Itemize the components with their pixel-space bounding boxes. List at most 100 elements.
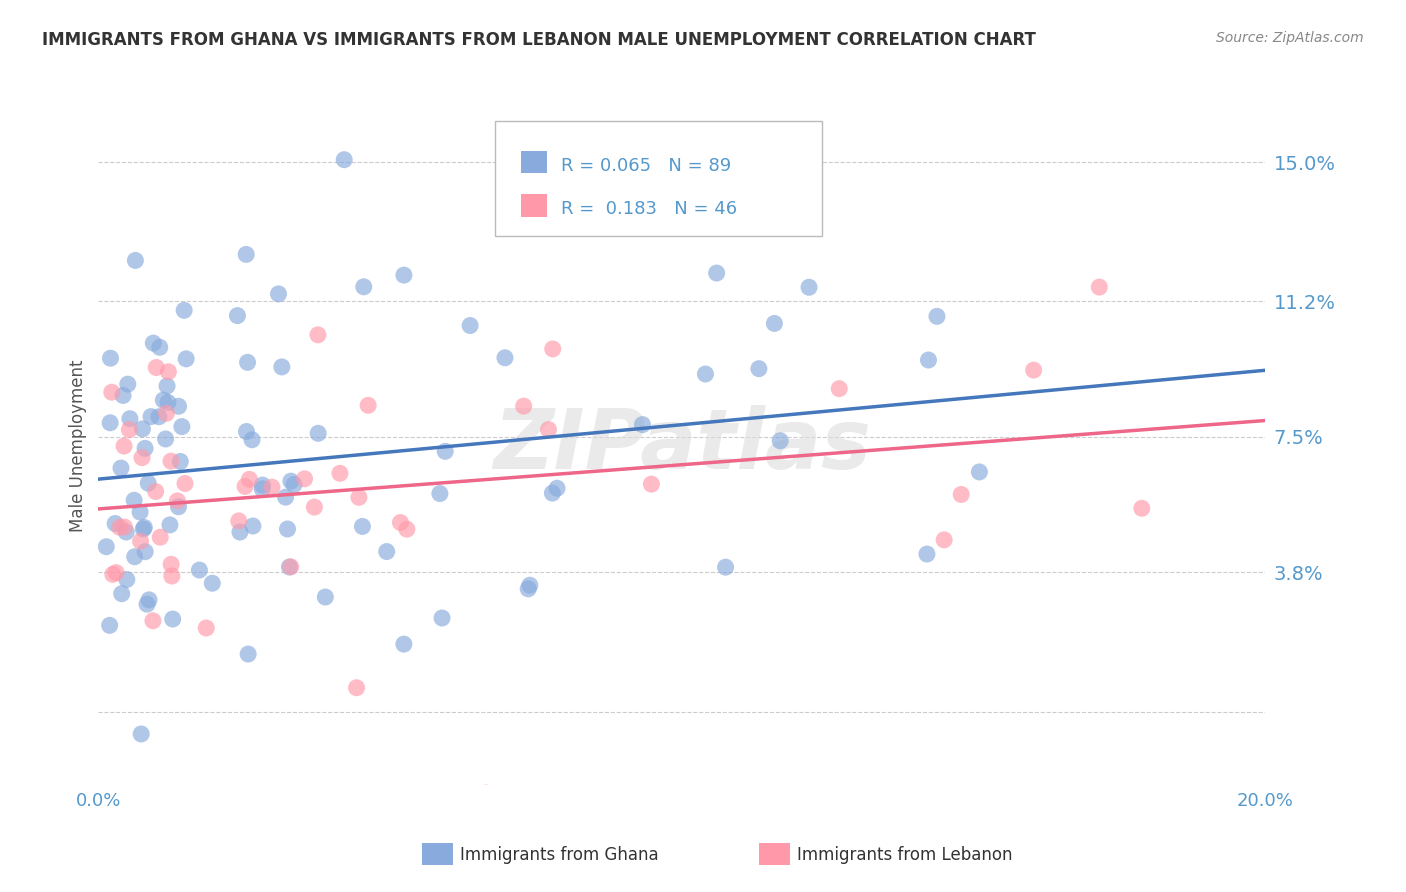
FancyBboxPatch shape [520, 194, 547, 217]
Point [280, 559, 302, 574]
Point [98, 618, 121, 632]
Point [706, 266, 728, 280]
Point [640, 477, 662, 491]
Point [139, 409, 162, 424]
Point [136, 597, 159, 611]
Point [304, 500, 326, 514]
Point [112, 439, 135, 453]
Point [307, 426, 329, 441]
Point [157, 365, 180, 379]
Point [238, 472, 260, 486]
Point [430, 611, 453, 625]
Point [240, 433, 263, 447]
Point [136, 476, 159, 491]
Point [915, 547, 938, 561]
Point [347, 491, 370, 505]
Point [169, 454, 191, 468]
Point [714, 560, 737, 574]
Point [201, 576, 224, 591]
Point [160, 569, 183, 583]
Text: Immigrants from Lebanon: Immigrants from Lebanon [797, 846, 1012, 863]
Point [148, 409, 170, 424]
Point [156, 395, 179, 409]
Text: Immigrants from Ghana: Immigrants from Ghana [460, 846, 658, 863]
FancyBboxPatch shape [495, 120, 823, 235]
Point [631, 417, 654, 432]
Point [112, 520, 135, 534]
Point [517, 582, 540, 596]
Point [235, 425, 257, 439]
Point [769, 434, 792, 448]
Point [160, 558, 183, 572]
Point [950, 487, 973, 501]
Point [134, 442, 156, 456]
Point [115, 524, 138, 539]
Point [1022, 363, 1045, 377]
Point [429, 486, 451, 500]
Text: IMMIGRANTS FROM GHANA VS IMMIGRANTS FROM LEBANON MALE UNEMPLOYMENT CORRELATION C: IMMIGRANTS FROM GHANA VS IMMIGRANTS FROM… [42, 31, 1036, 49]
Point [174, 351, 197, 366]
Point [395, 522, 418, 536]
Point [96, 540, 118, 554]
Point [173, 303, 195, 318]
Point [160, 454, 183, 468]
Point [828, 382, 851, 396]
Point [242, 519, 264, 533]
Point [932, 533, 955, 547]
Point [252, 478, 274, 492]
Point [100, 385, 122, 400]
Text: Source: ZipAtlas.com: Source: ZipAtlas.com [1216, 31, 1364, 45]
Point [353, 280, 375, 294]
Point [112, 388, 135, 402]
Point [458, 318, 481, 333]
Point [494, 351, 516, 365]
Point [917, 353, 939, 368]
Point [346, 681, 368, 695]
Point [117, 377, 139, 392]
Point [142, 336, 165, 351]
Point [392, 268, 415, 282]
Point [233, 479, 256, 493]
Point [149, 340, 172, 354]
Point [111, 587, 134, 601]
Point [131, 450, 153, 465]
Point [969, 465, 991, 479]
Point [100, 351, 122, 366]
Point [110, 461, 132, 475]
Point [167, 400, 190, 414]
Point [260, 480, 283, 494]
Point [283, 477, 305, 491]
Point [229, 524, 252, 539]
Point [475, 786, 498, 800]
Point [541, 342, 564, 356]
Text: ZIPatlas: ZIPatlas [494, 406, 870, 486]
Point [118, 423, 141, 437]
Point [108, 520, 131, 534]
Point [1088, 280, 1111, 294]
Point [267, 286, 290, 301]
Point [280, 474, 302, 488]
Point [274, 490, 297, 504]
Point [115, 573, 138, 587]
Point [389, 516, 412, 530]
Point [129, 534, 152, 549]
Point [925, 310, 948, 324]
Point [375, 544, 398, 558]
Point [512, 399, 534, 413]
Point [129, 505, 152, 519]
Point [156, 379, 179, 393]
Point [329, 467, 352, 481]
Y-axis label: Male Unemployment: Male Unemployment [69, 359, 87, 533]
Point [167, 500, 190, 514]
Point [236, 647, 259, 661]
Point [228, 514, 250, 528]
Point [434, 444, 457, 458]
Point [195, 621, 218, 635]
Point [138, 592, 160, 607]
Point [118, 411, 141, 425]
Point [98, 416, 121, 430]
Point [748, 361, 770, 376]
Text: R =  0.183   N = 46: R = 0.183 N = 46 [561, 200, 737, 218]
Point [129, 727, 152, 741]
Point [763, 317, 786, 331]
